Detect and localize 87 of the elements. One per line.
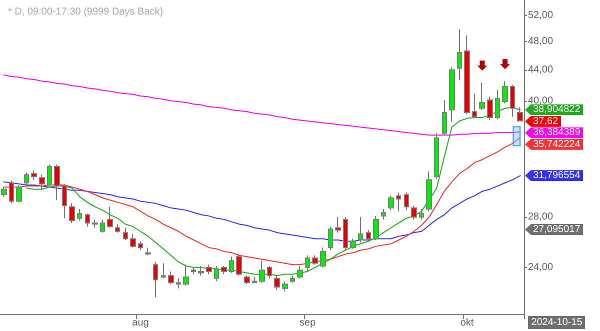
line-series <box>3 175 521 242</box>
candlestick <box>426 171 432 212</box>
y-tick-label: 28,00 <box>528 212 554 223</box>
candlestick <box>267 265 272 279</box>
candlestick <box>145 247 151 256</box>
candlestick <box>31 170 37 180</box>
y-tick-label: 24,00 <box>528 262 554 273</box>
candlestick <box>153 261 158 298</box>
candlestick <box>358 216 363 244</box>
candlestick <box>381 208 386 220</box>
candlestick <box>449 67 455 122</box>
candlestick <box>123 227 128 241</box>
candlestick <box>168 270 174 285</box>
candlestick <box>282 280 288 292</box>
candlestick <box>388 195 394 211</box>
data-label: 35,742224 <box>525 138 584 150</box>
candlestick <box>244 275 250 285</box>
y-tick-label: 44,00 <box>528 64 554 76</box>
candlestick <box>457 28 462 81</box>
candlestick <box>495 89 500 120</box>
candlestick <box>396 192 401 212</box>
candlestick <box>198 265 204 276</box>
candlestick <box>176 278 181 289</box>
candlestick <box>419 208 424 220</box>
candlestick <box>434 132 439 180</box>
candlestick <box>229 256 234 274</box>
candlestick <box>130 233 136 248</box>
candlestick <box>252 276 257 284</box>
text: * D, 09:00-17:30 (9999 Days Back) <box>8 6 164 18</box>
candlestick <box>39 174 45 191</box>
candlestick <box>221 265 227 275</box>
text: 37,62 <box>533 116 558 127</box>
candlestick <box>373 215 379 241</box>
candlestick <box>343 216 348 251</box>
candlestick <box>138 240 143 251</box>
candlestick <box>92 218 98 228</box>
candlestick <box>236 254 242 276</box>
candlestick <box>487 96 493 121</box>
candlestick <box>183 264 189 286</box>
candlestick <box>77 208 82 222</box>
candlestick <box>290 275 295 284</box>
data-label: 31,796554 <box>525 170 584 182</box>
candlestick <box>366 230 371 241</box>
candlestick <box>312 254 318 266</box>
candlestick <box>161 262 166 279</box>
candlestick <box>305 254 310 272</box>
candlestick <box>510 84 515 118</box>
candlestick <box>69 202 75 224</box>
y-tick-label: 48,00 <box>528 36 554 47</box>
candlestick <box>350 238 356 250</box>
candlestick <box>9 180 14 204</box>
y-tick-label: 40,00 <box>528 95 554 106</box>
text: 2024-10-15 <box>528 316 586 329</box>
data-label: 36,384389 <box>525 127 584 138</box>
candlestick <box>24 172 29 186</box>
x-tick-label: aug <box>132 318 149 328</box>
x-tick-label: sep <box>300 318 316 328</box>
candlestick <box>472 93 477 119</box>
candlestick <box>411 205 417 220</box>
x-tick-label: okt <box>460 318 474 328</box>
candlestick <box>274 275 280 290</box>
line-series <box>26 106 521 276</box>
candlestick <box>328 226 333 251</box>
candlestick <box>100 218 105 234</box>
candlestick <box>206 264 212 275</box>
candlestick <box>442 100 447 136</box>
candlestick <box>115 224 120 234</box>
candlestick <box>335 216 341 234</box>
candlestick <box>107 206 113 228</box>
candlestick <box>502 80 508 104</box>
candlestick <box>62 183 67 219</box>
y-tick-label: 52,00 <box>528 10 554 21</box>
candlestick <box>54 164 60 201</box>
candlestick <box>259 260 265 284</box>
candlestick <box>297 265 303 279</box>
candlestick <box>404 192 409 211</box>
text: 27,095017 <box>525 224 584 235</box>
candlestick <box>47 164 52 188</box>
candlestick <box>479 82 485 110</box>
candlestick <box>320 247 326 268</box>
candlestick <box>191 266 196 275</box>
candlestick <box>214 265 219 282</box>
candlestick <box>16 184 22 203</box>
data-label: 38,904822 <box>525 104 584 116</box>
candlestick <box>464 34 470 115</box>
candlestick <box>85 213 90 228</box>
candlestick <box>1 186 7 198</box>
